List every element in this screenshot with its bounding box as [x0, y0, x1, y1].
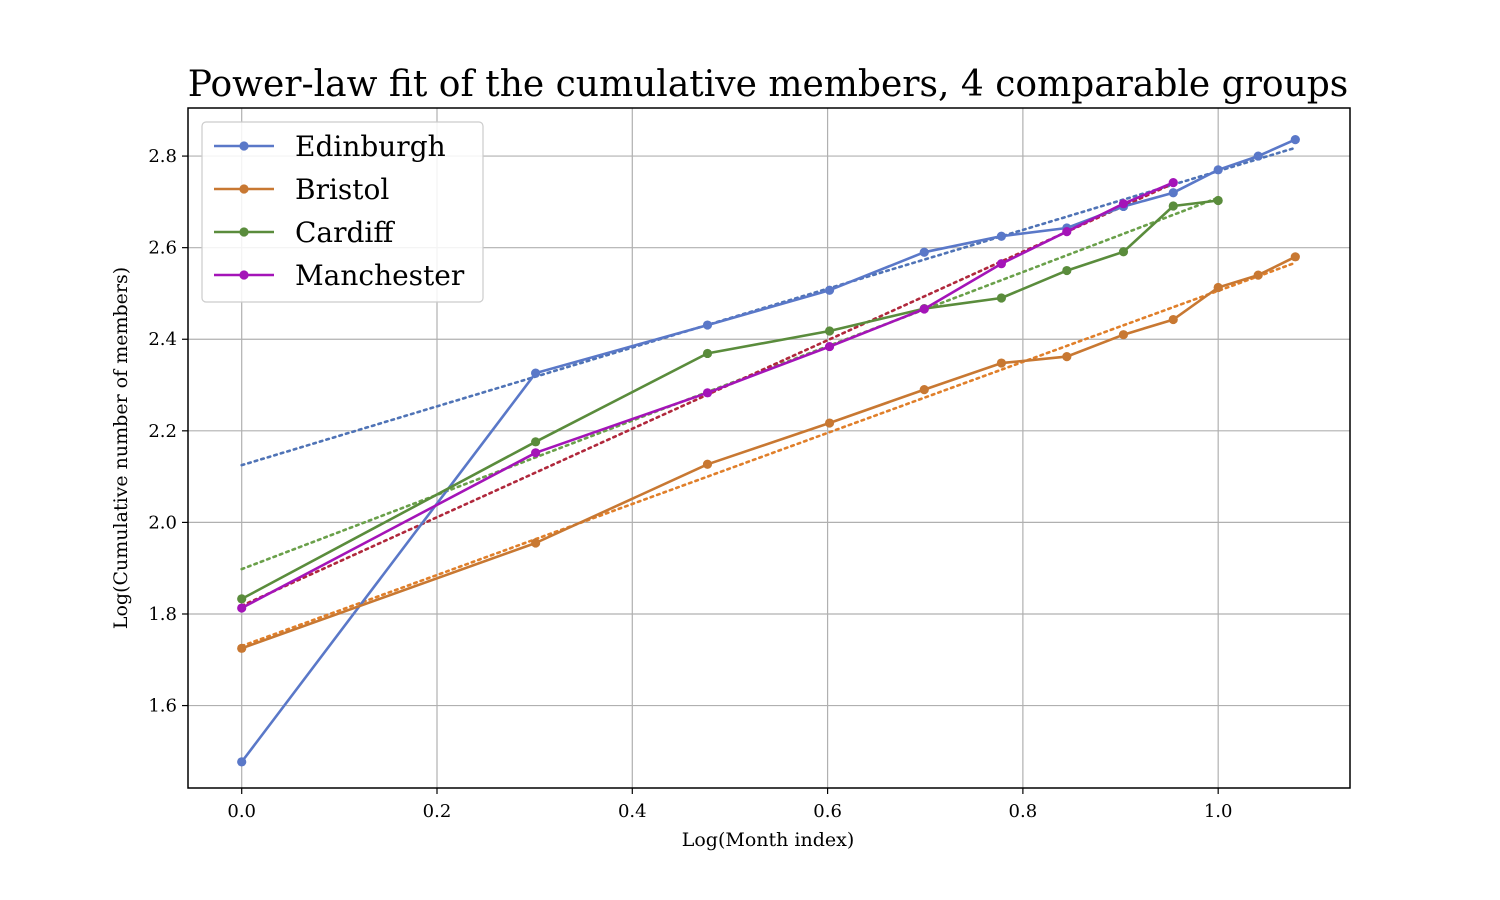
data-point-manchester: [996, 259, 1007, 269]
data-point-edinburgh: [1253, 151, 1263, 161]
x-tick-label: 0.4: [618, 801, 647, 822]
data-point-cardiff: [996, 293, 1007, 303]
plot-frame: [187, 107, 1351, 789]
grid-lines: [188, 108, 1350, 788]
data-point-cardiff: [824, 326, 835, 336]
y-tick-label: 2.4: [148, 329, 177, 350]
data-point-manchester: [919, 304, 929, 314]
chart-title: Power-law fit of the cumulative members,…: [188, 64, 1349, 105]
data-point-manchester: [824, 341, 835, 352]
y-tick-label: 2.8: [148, 146, 177, 167]
data-point-manchester: [1118, 199, 1129, 209]
axis-ticks: 0.0 0.2 0.4 0.6 0.8 1.0 1.6 1.8 2.0 2.2 2.4 2.6 2.8: [148, 146, 1232, 822]
data-point-bristol: [919, 385, 929, 395]
data-point-edinburgh: [1213, 165, 1223, 175]
data-point-edinburgh: [1168, 188, 1178, 198]
data-point-manchester: [702, 388, 713, 398]
data-point-bristol: [996, 358, 1007, 368]
legend-label-manchester: Manchester: [295, 259, 465, 292]
data-point-cardiff: [1062, 265, 1072, 276]
data-point-bristol: [1253, 270, 1263, 280]
legend-marker-bristol: [239, 184, 249, 194]
legend-box: [201, 121, 484, 303]
data-point-cardiff: [1118, 247, 1129, 257]
x-axis-label: Log(Month index): [682, 829, 855, 851]
y-axis-label: Log(Cumulative number of members): [110, 267, 132, 629]
x-tick-label: 0.2: [423, 801, 452, 822]
data-point-edinburgh: [824, 285, 835, 295]
legend: Edinburgh Bristol Cardiff Manchester: [201, 121, 484, 303]
data-point-cardiff: [237, 594, 247, 604]
data-point-manchester: [237, 603, 247, 613]
legend-marker-edinburgh: [239, 141, 249, 151]
data-point-edinburgh: [1290, 134, 1300, 145]
y-tick-label: 2.2: [148, 421, 177, 442]
legend-label-bristol: Bristol: [295, 173, 389, 206]
data-point-bristol: [1168, 314, 1178, 325]
data-series: [237, 134, 1300, 767]
data-point-bristol: [1062, 352, 1072, 362]
data-point-manchester: [1062, 227, 1072, 237]
data-point-cardiff: [1213, 195, 1223, 206]
data-point-bristol: [1290, 252, 1300, 262]
legend-marker-manchester: [239, 270, 249, 280]
legend-marker-cardiff: [239, 227, 249, 237]
data-point-manchester: [1168, 178, 1178, 188]
data-point-edinburgh: [919, 247, 929, 257]
y-tick-label: 1.6: [148, 696, 177, 717]
y-tick-label: 1.8: [148, 604, 177, 625]
data-point-bristol: [1213, 282, 1223, 293]
data-point-cardiff: [1168, 201, 1178, 211]
data-point-cardiff: [702, 348, 713, 359]
legend-label-edinburgh: Edinburgh: [295, 130, 446, 163]
data-point-edinburgh: [702, 320, 713, 330]
data-point-manchester: [531, 448, 541, 458]
data-point-bristol: [702, 459, 713, 469]
x-tick-label: 0.6: [813, 801, 842, 822]
x-tick-label: 0.0: [227, 801, 256, 822]
series-line-cardiff: [241, 199, 1219, 601]
fit-line-bristol: [240, 261, 1297, 648]
data-point-bristol: [531, 538, 541, 548]
x-tick-label: 1.0: [1204, 801, 1233, 822]
data-point-bristol: [237, 643, 247, 653]
x-tick-label: 0.8: [1009, 801, 1038, 822]
data-point-edinburgh: [237, 757, 247, 767]
data-point-edinburgh: [996, 231, 1007, 241]
data-point-edinburgh: [531, 368, 541, 378]
series-line-bristol: [241, 255, 1296, 650]
series-line-edinburgh: [240, 138, 1296, 763]
data-point-bristol: [824, 418, 835, 428]
legend-label-cardiff: Cardiff: [295, 216, 395, 249]
y-tick-label: 2.0: [148, 512, 177, 533]
data-point-bristol: [1118, 330, 1129, 340]
y-tick-label: 2.6: [148, 238, 177, 259]
data-point-cardiff: [531, 437, 541, 447]
